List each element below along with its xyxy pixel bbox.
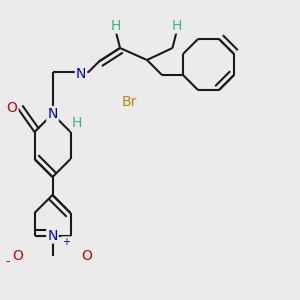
Text: O: O <box>82 249 92 262</box>
Text: Br: Br <box>121 95 137 109</box>
Text: O: O <box>13 249 23 262</box>
Text: O: O <box>7 101 17 115</box>
Text: +: + <box>62 237 70 247</box>
Text: N: N <box>47 107 58 121</box>
Text: H: H <box>110 19 121 32</box>
Text: N: N <box>47 229 58 242</box>
Text: H: H <box>172 19 182 32</box>
Text: -: - <box>5 255 10 268</box>
Text: H: H <box>71 116 82 130</box>
Text: N: N <box>76 67 86 80</box>
